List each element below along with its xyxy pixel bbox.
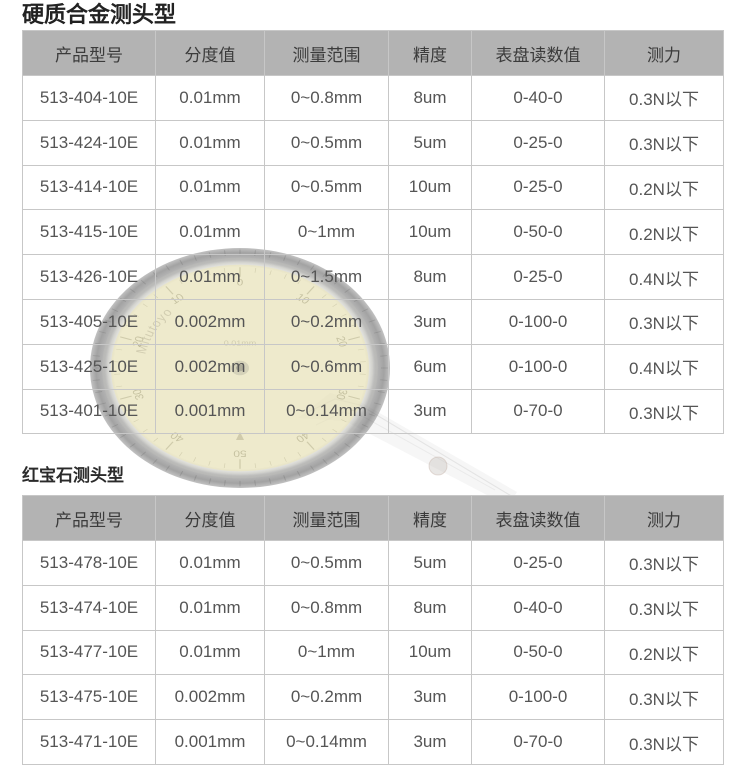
svg-text:50: 50 <box>233 448 246 459</box>
